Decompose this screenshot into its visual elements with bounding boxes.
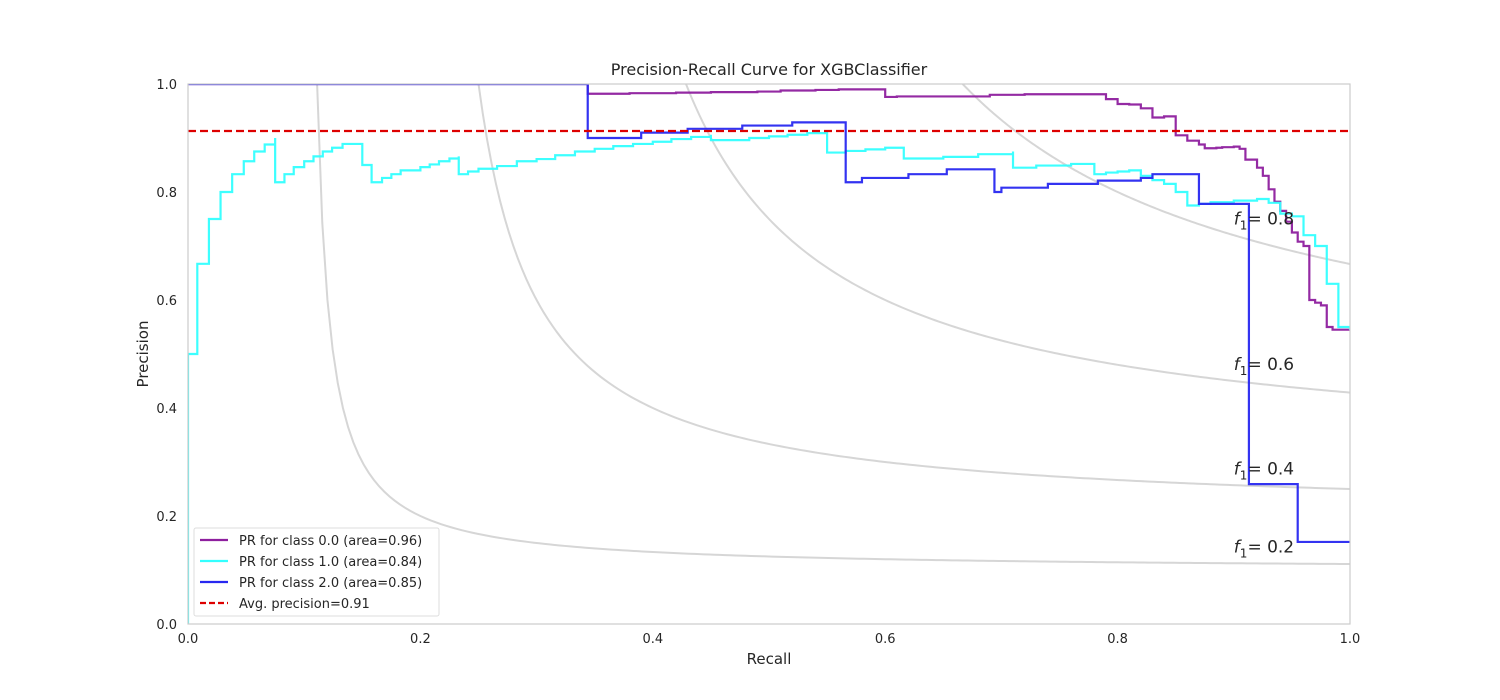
y-tick-label: 0.4 [156,402,177,417]
x-axis-label: Recall [747,650,792,668]
pr-series-class-0 [188,84,1350,331]
y-tick-label: 0.2 [156,510,177,525]
plot-frame [187,83,1351,625]
x-tick-label: 0.8 [1107,632,1128,647]
x-tick-label: 0.2 [410,632,431,647]
chart-title: Precision-Recall Curve for XGBClassifier [611,60,928,79]
legend-label: PR for class 1.0 (area=0.84) [239,555,422,570]
y-tick-label: 1.0 [156,78,177,93]
iso-f1-curve [477,84,1350,490]
iso-f1-curve [961,84,1350,265]
y-tick-label: 0.6 [156,294,177,309]
x-tick-label: 0.0 [178,632,199,647]
legend-label: PR for class 0.0 (area=0.96) [239,534,422,549]
y-tick-label: 0.8 [156,186,177,201]
y-tick-labels: 0.0 0.2 0.4 0.6 0.8 1.0 [156,78,177,633]
iso-f1-curves [316,84,1350,565]
x-tick-label: 0.4 [642,632,663,647]
y-tick-label: 0.0 [156,618,177,633]
pr-series-class-1 [188,131,1350,624]
iso-f1-curve [685,84,1350,394]
legend-box [193,527,440,617]
iso-f1-labels: f1= 0.2 f1= 0.4 f1= 0.6 f1= 0.8 [1234,209,1294,560]
iso-f1-curve [316,84,1350,565]
x-tick-label: 1.0 [1340,632,1361,647]
iso-f1-label: f1= 0.4 [1234,459,1294,482]
y-axis-label: Precision [134,321,152,388]
x-tick-label: 0.6 [875,632,896,647]
x-tick-labels: 0.0 0.2 0.4 0.6 0.8 1.0 [178,632,1361,647]
iso-f1-label: f1= 0.6 [1234,355,1294,378]
iso-f1-label: f1= 0.8 [1234,209,1294,232]
iso-f1-label: f1= 0.2 [1234,537,1294,560]
legend-label: PR for class 2.0 (area=0.85) [239,576,422,591]
legend-label: Avg. precision=0.91 [239,597,370,612]
legend: PR for class 0.0 (area=0.96) PR for class… [193,527,440,617]
pr-series-layer [188,84,1350,624]
pr-series-class-2 [188,84,1350,544]
